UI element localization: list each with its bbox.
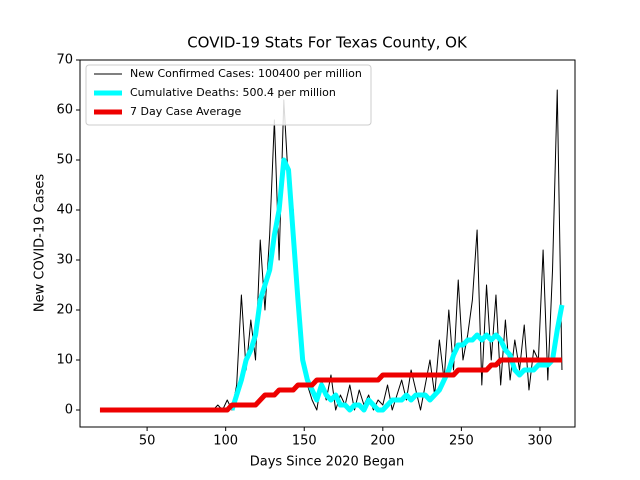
- x-tick-label: 250: [449, 434, 474, 449]
- legend-label: Cumulative Deaths: 500.4 per million: [130, 86, 336, 99]
- plot-frame: [79, 59, 576, 428]
- y-tick-label: 10: [56, 353, 73, 368]
- x-axis-label: Days Since 2020 Began: [250, 455, 405, 470]
- y-tick-label: 70: [56, 53, 73, 68]
- series-line: [99, 89, 563, 411]
- chart-title: COVID-19 Stats For Texas County, OK: [187, 34, 468, 52]
- y-axis-label: New COVID-19 Cases: [33, 174, 48, 312]
- y-tick-label: 0: [65, 403, 73, 418]
- legend-label: 7 Day Case Average: [130, 105, 242, 118]
- legend-label: New Confirmed Cases: 100400 per million: [130, 67, 362, 80]
- y-tick-label: 30: [56, 253, 73, 268]
- y-tick-label: 60: [56, 103, 73, 118]
- series-line: [99, 357, 562, 413]
- x-tick-label: 50: [139, 434, 156, 449]
- y-tick-label: 20: [56, 303, 73, 318]
- y-tick-label: 40: [56, 203, 73, 218]
- x-tick-label: 300: [528, 434, 553, 449]
- legend: New Confirmed Cases: 100400 per million C…: [85, 64, 372, 126]
- x-tick-label: 150: [292, 434, 317, 449]
- series-line: [229, 157, 565, 413]
- x-tick-label: 100: [213, 434, 238, 449]
- x-tick-label: 200: [370, 434, 395, 449]
- legend-frame: [85, 64, 372, 126]
- y-tick-label: 50: [56, 153, 73, 168]
